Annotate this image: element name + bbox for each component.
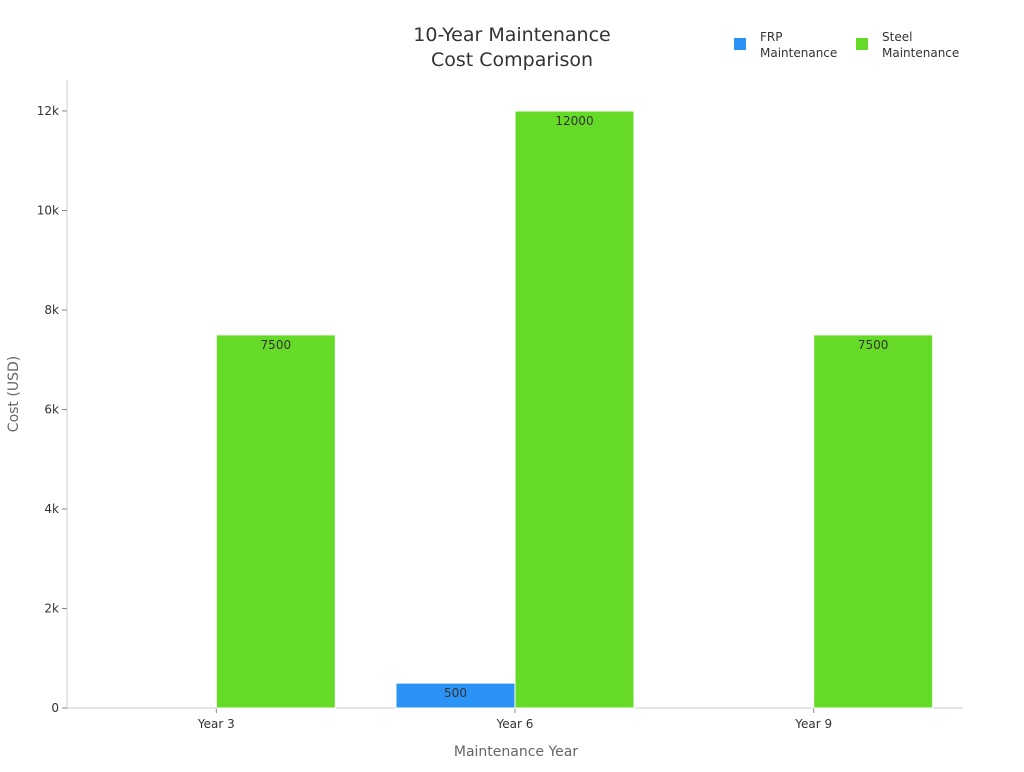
y-tick-label: 0 [51, 701, 59, 715]
y-tick-label: 4k [44, 502, 59, 516]
chart-title-line-1: 10-Year Maintenance [413, 24, 610, 46]
x-tick-label: Year 6 [496, 717, 534, 731]
chart-title-line-2: Cost Comparison [431, 49, 593, 71]
bar-frp [395, 682, 516, 709]
x-tick-label: Year 9 [794, 717, 832, 731]
y-tick-label: 6k [44, 403, 59, 417]
legend-label-steel-1: Steel [882, 30, 912, 44]
y-tick-label: 10k [37, 204, 59, 218]
plot-area: 0 2k 4k 6k 8k 10k 12k Year 3 7500 Year 6 500 12000 Y… [37, 80, 963, 731]
bar-steel [215, 334, 336, 709]
y-tick-label: 12k [37, 104, 59, 118]
data-label: 12000 [555, 114, 593, 128]
data-label: 500 [444, 686, 467, 700]
legend: FRP Maintenance Steel Maintenance [734, 30, 959, 60]
y-axis-label: Cost (USD) [6, 356, 22, 432]
bar-steel [813, 334, 934, 709]
y-tick-label: 2k [44, 602, 59, 616]
legend-swatch-frp [734, 38, 746, 50]
legend-swatch-steel [856, 38, 868, 50]
legend-label-frp-1: FRP [760, 30, 782, 44]
legend-label-frp-2: Maintenance [760, 46, 837, 60]
x-axis-label: Maintenance Year [454, 744, 578, 760]
data-label: 7500 [858, 338, 889, 352]
data-label: 7500 [261, 338, 292, 352]
legend-label-steel-2: Maintenance [882, 46, 959, 60]
y-tick-label: 8k [44, 303, 59, 317]
x-tick-label: Year 3 [197, 717, 235, 731]
bar-steel [514, 110, 635, 709]
